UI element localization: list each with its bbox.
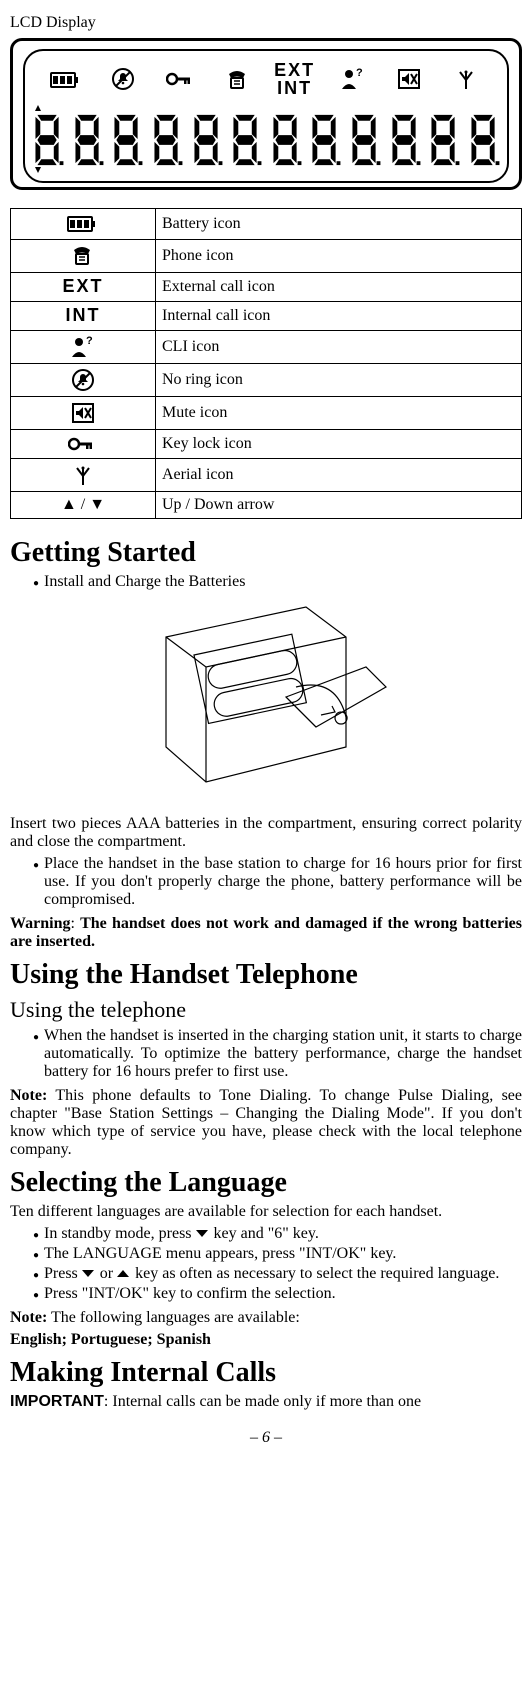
key-lock-icon	[68, 434, 98, 454]
segment-digit	[110, 113, 144, 167]
list-item: Press "INT/OK" key to confirm the select…	[44, 1285, 522, 1303]
updown-symbol: ▲ / ▼	[11, 492, 156, 519]
list-item: In standby mode, press key and "6" key.	[44, 1225, 522, 1243]
icon-label: Key lock icon	[156, 430, 522, 459]
icon-label: Up / Down arrow	[156, 492, 522, 519]
segment-digit	[467, 113, 501, 167]
battery-icon	[49, 69, 83, 89]
heading-making-internal: Making Internal Calls	[10, 1357, 522, 1389]
note-paragraph: Note: The following languages are availa…	[10, 1309, 522, 1327]
icon-label: Phone icon	[156, 240, 522, 273]
warning-text: The handset does not work and damaged if…	[10, 915, 522, 950]
key-lock-icon	[166, 69, 194, 89]
list-item: The LANGUAGE menu appears, press "INT/OK…	[44, 1245, 522, 1263]
list-item: Press or key as often as necessary to se…	[44, 1265, 522, 1283]
cli-icon	[69, 335, 97, 359]
cli-icon	[339, 67, 365, 91]
mute-icon	[71, 401, 95, 425]
lcd-display-heading: LCD Display	[10, 14, 522, 32]
icon-label: No ring icon	[156, 364, 522, 397]
battery-icon	[66, 213, 100, 235]
phone-icon	[70, 244, 96, 268]
languages-list: English; Portuguese; Spanish	[10, 1331, 522, 1349]
icon-legend-table: Battery icon Phone icon EXT External cal…	[10, 208, 522, 519]
up-arrow-icon	[117, 1270, 131, 1279]
segment-digit	[348, 113, 382, 167]
table-row: Battery icon	[11, 209, 522, 240]
table-row: ▲ / ▼ Up / Down arrow	[11, 492, 522, 519]
table-row: INT Internal call icon	[11, 302, 522, 331]
icon-label: External call icon	[156, 273, 522, 302]
warning-label: Warning	[10, 915, 70, 932]
table-row: Key lock icon	[11, 430, 522, 459]
note-label: Note:	[10, 1087, 47, 1104]
segment-digit	[308, 113, 342, 167]
heading-getting-started: Getting Started	[10, 537, 522, 569]
page-number: – 6 –	[10, 1429, 522, 1447]
important-paragraph: IMPORTANT: Internal calls can be made on…	[10, 1393, 522, 1411]
aerial-icon	[454, 67, 478, 91]
table-row: CLI icon	[11, 331, 522, 364]
icon-label: CLI icon	[156, 331, 522, 364]
mute-icon	[397, 67, 421, 91]
table-row: Phone icon	[11, 240, 522, 273]
ext-label: EXT	[266, 61, 323, 79]
lcd-frame: EXT INT	[10, 38, 522, 190]
battery-install-diagram	[10, 597, 522, 807]
warning-paragraph: Warning: The handset does not work and d…	[10, 915, 522, 951]
segment-digit	[190, 113, 224, 167]
table-row: Aerial icon	[11, 459, 522, 492]
important-text: : Internal calls can be made only if mor…	[104, 1393, 421, 1410]
icon-label: Battery icon	[156, 209, 522, 240]
segment-digit	[31, 113, 65, 167]
no-ring-icon	[111, 67, 135, 91]
ext-text-icon: EXT	[62, 276, 103, 296]
icon-label: Internal call icon	[156, 302, 522, 331]
segment-row	[31, 113, 501, 167]
triangle-down-icon	[35, 167, 43, 175]
triangle-up-icon	[35, 101, 43, 113]
list-item: Install and Charge the Batteries	[44, 573, 522, 591]
lcd-icon-row: EXT INT	[31, 61, 501, 97]
segment-digit	[71, 113, 105, 167]
text-fragment: key as often as necessary to select the …	[135, 1265, 499, 1282]
note-text: The following languages are available:	[47, 1309, 300, 1326]
int-label: INT	[266, 79, 323, 97]
table-row: No ring icon	[11, 364, 522, 397]
heading-using-handset: Using the Handset Telephone	[10, 959, 522, 991]
down-arrow-icon	[82, 1270, 96, 1279]
list-item: When the handset is inserted in the char…	[44, 1027, 522, 1081]
segment-digit	[150, 113, 184, 167]
note-paragraph: Note: This phone defaults to Tone Dialin…	[10, 1087, 522, 1159]
icon-label: Mute icon	[156, 397, 522, 430]
aerial-icon	[71, 463, 95, 487]
text-fragment: key and "6" key.	[214, 1225, 319, 1242]
no-ring-icon	[71, 368, 95, 392]
phone-icon	[225, 68, 249, 90]
segment-digit	[269, 113, 303, 167]
int-text-icon: INT	[66, 305, 101, 325]
table-row: EXT External call icon	[11, 273, 522, 302]
segment-digit	[427, 113, 461, 167]
text-fragment: In standby mode, press	[44, 1225, 196, 1242]
important-label: IMPORTANT	[10, 1393, 104, 1410]
table-row: Mute icon	[11, 397, 522, 430]
down-arrow-icon	[196, 1230, 210, 1239]
segment-digit	[229, 113, 263, 167]
segment-digit	[388, 113, 422, 167]
text-fragment: or	[100, 1265, 117, 1282]
heading-selecting-language: Selecting the Language	[10, 1167, 522, 1199]
lcd-inner: EXT INT	[23, 49, 509, 183]
paragraph: Insert two pieces AAA batteries in the c…	[10, 815, 522, 851]
icon-label: Aerial icon	[156, 459, 522, 492]
note-text: This phone defaults to Tone Dialing. To …	[10, 1087, 522, 1158]
list-item: Place the handset in the base station to…	[44, 855, 522, 909]
note-label: Note:	[10, 1309, 47, 1326]
subheading-using-telephone: Using the telephone	[10, 997, 522, 1023]
text-fragment: Press	[44, 1265, 82, 1282]
paragraph: Ten different languages are available fo…	[10, 1203, 522, 1221]
